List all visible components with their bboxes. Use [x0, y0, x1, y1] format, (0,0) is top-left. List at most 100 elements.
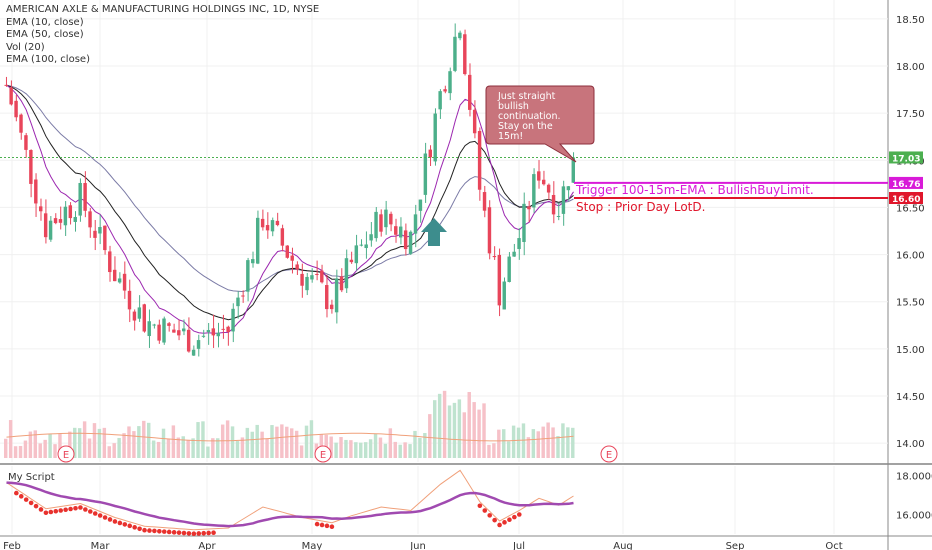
y-tick-label: 15.00 — [896, 345, 925, 356]
volume-bar — [487, 444, 491, 458]
script-signal-dot — [487, 513, 493, 518]
script-signal-dot — [201, 530, 207, 536]
volume-bar — [97, 428, 102, 458]
script-signal-dot — [73, 505, 78, 511]
candle-body — [4, 84, 8, 86]
candle-body — [522, 203, 526, 242]
volume-bar — [230, 426, 235, 458]
candle-body — [349, 259, 354, 263]
candle-body — [122, 273, 127, 291]
volume-bar — [299, 445, 304, 458]
earnings-marker-label: E — [606, 450, 612, 461]
script-signal-dot — [132, 525, 137, 530]
chart-legend: AMERICAN AXLE & MANUFACTURING HOLDINGS I… — [6, 4, 319, 67]
volume-bar — [462, 412, 467, 458]
script-signal-dot — [191, 531, 197, 537]
volume-bar — [92, 423, 97, 458]
earnings-marker — [314, 445, 332, 463]
script-signal-dot — [68, 506, 73, 512]
x-tick-label: Mar — [91, 541, 111, 550]
candle-body — [112, 269, 117, 282]
volume-bar — [265, 438, 269, 458]
volume-bar — [418, 437, 422, 458]
candle-body — [24, 135, 28, 150]
y-tick-label: 16.00 — [896, 251, 925, 262]
volume-bar — [102, 427, 107, 458]
volume-bar — [112, 443, 116, 458]
candle-body — [453, 36, 457, 71]
script-signal-dot — [161, 529, 167, 534]
script-signal-dot — [102, 515, 108, 520]
volume-bar — [403, 442, 407, 458]
candle-body — [334, 278, 339, 313]
candle-body — [403, 230, 408, 250]
y-tick-label: 15.50 — [896, 298, 925, 309]
legend-ema100: EMA (100, close) — [6, 54, 90, 65]
volume-bar — [423, 433, 427, 458]
candle-body — [329, 304, 334, 310]
candle-body — [172, 329, 176, 333]
legend-vol: Vol (20) — [6, 41, 45, 53]
candle-body — [305, 276, 309, 291]
script-signal-dot — [83, 507, 88, 512]
candle-body — [379, 214, 383, 232]
candle-body — [48, 220, 53, 240]
volume-bar — [506, 441, 511, 458]
candle-body — [29, 150, 33, 184]
volume-bar — [87, 438, 92, 458]
volume-bar — [211, 438, 215, 458]
volume-bar — [201, 421, 205, 458]
candle-body — [556, 215, 561, 217]
volume-bar — [43, 439, 47, 458]
volume-bar — [551, 427, 555, 458]
script-signal-dot — [127, 523, 133, 529]
candle-body — [418, 199, 423, 211]
candle-body — [226, 326, 230, 332]
volume-bar — [378, 437, 383, 458]
candle-body — [93, 230, 97, 238]
price-badge-label: 16.60 — [892, 195, 920, 205]
volume-bar — [147, 422, 151, 458]
candle-body — [206, 330, 211, 333]
volume-bar — [137, 426, 141, 458]
candle-body — [43, 213, 48, 238]
script-signal-dot — [477, 503, 483, 509]
volume-bar — [33, 430, 38, 458]
candle-body — [507, 256, 511, 282]
volume-bar — [497, 429, 501, 458]
x-tick-label: Aug — [613, 541, 633, 550]
candle-body — [117, 278, 122, 283]
candle-body — [255, 217, 260, 264]
volume-bar — [398, 444, 402, 458]
script-signal-dot — [14, 490, 19, 496]
volume-bar — [68, 431, 72, 458]
candle-body — [472, 109, 477, 134]
volume-bar — [482, 403, 486, 458]
candle-body — [9, 87, 13, 105]
volume-bar — [132, 431, 136, 458]
candle-body — [310, 275, 314, 280]
volume-bar — [176, 437, 181, 458]
volume-bar — [82, 421, 87, 458]
volume-bar — [516, 427, 521, 458]
volume-bar — [304, 425, 309, 458]
volume-bar — [58, 433, 62, 458]
candle-body — [369, 234, 373, 241]
volume-bar — [48, 433, 52, 458]
arrow-up-icon — [421, 218, 447, 246]
candle-body — [320, 270, 324, 283]
script-signal-dot — [324, 523, 330, 529]
volume-ma-line — [6, 432, 574, 442]
volume-bar — [433, 400, 437, 458]
candle-body — [482, 192, 487, 211]
price-badge — [889, 151, 923, 164]
candle-body — [463, 34, 467, 75]
x-tick-label: May — [302, 541, 323, 550]
volume-bar — [240, 437, 245, 458]
candle-body — [468, 74, 472, 110]
candle-body — [182, 328, 186, 332]
volume-bar — [521, 423, 526, 458]
candle-body — [14, 100, 18, 118]
candle-body — [127, 290, 132, 310]
